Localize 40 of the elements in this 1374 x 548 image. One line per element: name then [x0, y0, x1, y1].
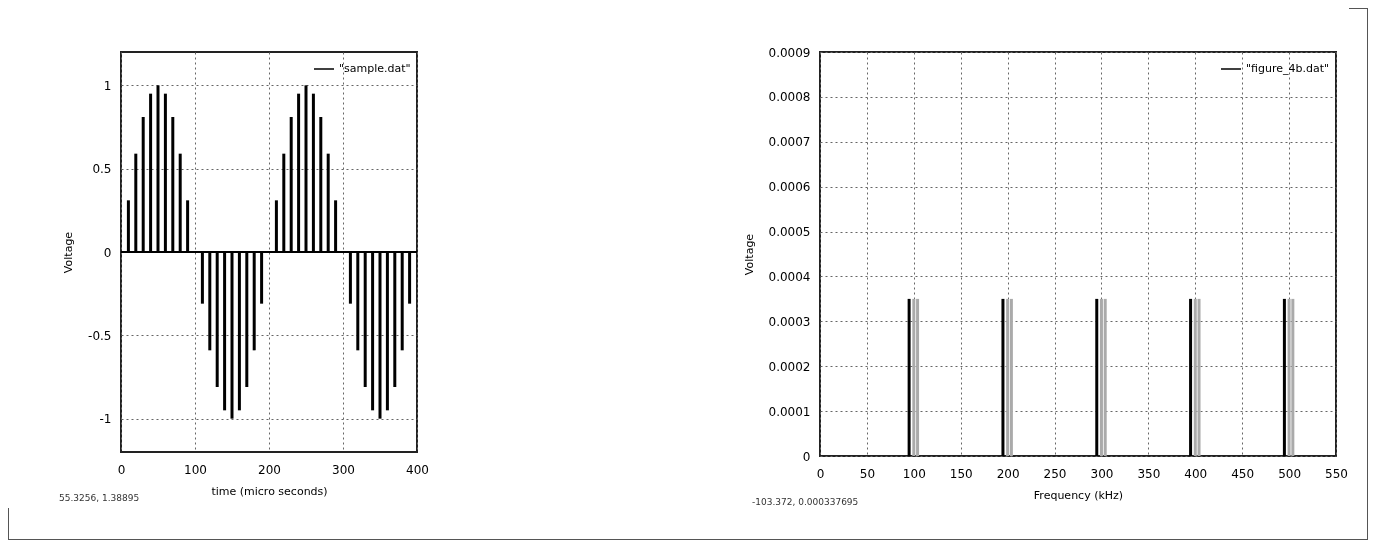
x-tick-label: 450 [1231, 466, 1255, 481]
x-tick-label: 0 [816, 466, 825, 481]
y-axis-title: Voltage [742, 233, 756, 276]
text: 55.3256, 1.38895 [59, 493, 140, 503]
y-tick-label: 0.0005 [768, 225, 811, 240]
x-tick-label: 350 [1137, 466, 1161, 481]
legend-label: "sample.dat" [339, 62, 411, 75]
y-tick-label: 0.0004 [768, 269, 811, 284]
text: -103.372, 0.000337695 [752, 497, 859, 507]
y-tick-label: 0.5 [92, 162, 112, 177]
x-tick-label: 0 [117, 462, 126, 477]
y-tick-label: 0.0008 [768, 90, 811, 105]
x-tick-label: 50 [859, 466, 876, 481]
y-tick-label: 0.0003 [768, 314, 811, 329]
y-tick-label: 0.0006 [768, 180, 811, 195]
x-tick-label: 400 [1184, 466, 1208, 481]
y-tick-label: 0.0001 [768, 404, 811, 419]
x-tick-label: 300 [1090, 466, 1114, 481]
y-tick-label: 0.0002 [768, 359, 811, 374]
x-tick-label: 100 [902, 466, 926, 481]
x-tick-label: 200 [996, 466, 1020, 481]
x-axis-title: time (micro seconds) [211, 484, 328, 498]
legend-label: "figure_4b.dat" [1246, 62, 1330, 75]
y-tick-label: 0 [802, 449, 811, 464]
x-tick-label: 550 [1325, 466, 1348, 481]
y-tick-label: -1 [99, 412, 112, 427]
x-axis-title: Frequency (kHz) [1033, 488, 1124, 502]
x-tick-label: 500 [1278, 466, 1302, 481]
y-tick-label: 0.0007 [768, 135, 811, 150]
y-tick-label: -0.5 [88, 328, 112, 343]
x-tick-label: 400 [406, 462, 429, 477]
x-tick-label: 300 [332, 462, 355, 477]
y-tick-label: 1 [103, 78, 112, 93]
x-tick-label: 200 [258, 462, 281, 477]
y-axis-title: Voltage [62, 231, 76, 274]
x-tick-label: 150 [949, 466, 973, 481]
y-tick-label: 0.0009 [768, 45, 811, 60]
y-tick-label: 0 [103, 245, 112, 260]
x-tick-label: 100 [184, 462, 207, 477]
x-tick-label: 250 [1043, 466, 1067, 481]
